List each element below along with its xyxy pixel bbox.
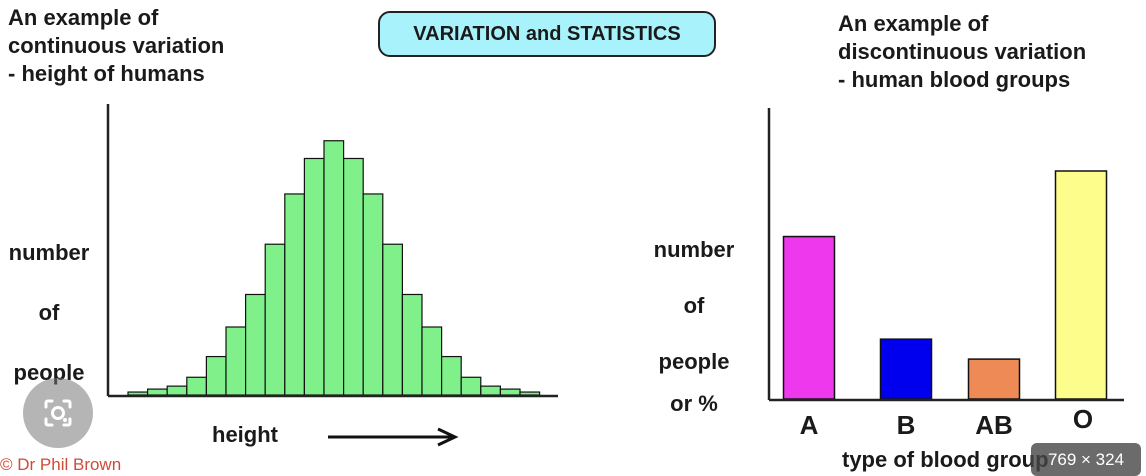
histogram-bar [303,157,325,396]
histogram-bar [147,388,168,396]
histogram-bar [264,243,286,396]
image-dimensions-badge: 769 × 324 [1031,443,1141,476]
histogram-bar [225,326,247,396]
histogram-bar [460,376,482,396]
height-arrow-symbol: → [0,0,1,1]
right-y-label-line: people [658,349,730,374]
right-y-label-unit: or % [670,391,718,416]
histogram-height [127,140,541,396]
left-chart-caption: An example of continuous variation - hei… [8,5,225,86]
height-arrow-head [437,427,459,447]
right-y-label-line: of [683,293,705,318]
category-label-a: A [799,410,819,440]
blood-group-bar-b [879,338,933,400]
histogram-bar [186,376,208,396]
right-y-axis-label: number of people or % [646,208,742,446]
histogram-bar [441,355,462,396]
histogram-bar [284,193,305,396]
histogram-bar [343,157,364,396]
histogram-bar [519,391,541,396]
bar-chart-blood-groups [782,170,1108,400]
histogram-bar [245,293,266,396]
category-label-o: O [1072,404,1094,434]
left-y-label-line: of [38,300,60,325]
blood-group-bar-a [782,235,836,400]
left-x-axis-label: height [212,422,278,447]
histogram-bar [166,385,188,396]
right-chart-caption: An example of discontinuous variation - … [838,11,1087,92]
blood-group-bar-ab [967,358,1021,400]
histogram-bar [401,293,423,396]
lens-icon [44,399,72,427]
visual-search-button[interactable] [23,378,93,448]
category-label-ab: AB [975,410,1013,440]
histogram-bar [127,391,149,396]
copyright-credit: © Dr Phil Brown [0,455,122,474]
histogram-bar [499,388,521,396]
left-y-label-line: number [8,240,90,265]
page-title: VARIATION and STATISTICS [378,11,716,57]
height-arrow: → [0,0,459,447]
blood-group-bar-o [1054,170,1108,400]
category-label-b: B [896,410,916,440]
histogram-bar [421,326,443,396]
histogram-bar [382,243,403,396]
histogram-bar [480,385,501,396]
histogram-bar [323,140,345,396]
histogram-bar [362,193,384,396]
histogram-bar [205,355,227,396]
right-y-label-line: number [653,237,735,262]
